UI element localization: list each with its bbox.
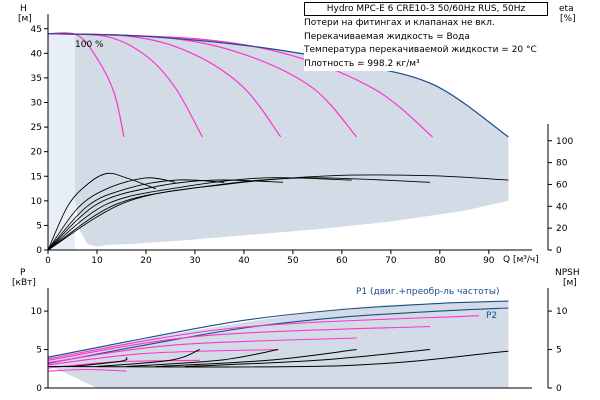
- qh-ticks: 0 5 10 15 20 25 30 35 40 45 0 10 20 30 40 50 60 70 80 90 0 20…: [31, 25, 574, 266]
- note-line: Перекачиваемая жидкость = Вода: [304, 31, 470, 42]
- qh-y-tick-label: 10: [31, 197, 43, 207]
- qh-y2-tick-label: 60: [556, 180, 568, 190]
- power-reduced-curve: [47, 368, 127, 372]
- p1-curve: [47, 300, 509, 358]
- power-reduced-curve: [47, 315, 480, 360]
- qh-envelope-light-area: [48, 33, 75, 251]
- qh-x-tick-label: 0: [45, 256, 51, 266]
- qh-y-tick-label: 40: [31, 49, 43, 59]
- p1-curve-line: [47, 300, 509, 358]
- power-y-label-unit: [кВт]: [12, 278, 36, 288]
- qh-max-curve: [47, 33, 509, 138]
- qh-y2-tick-label: 40: [556, 202, 568, 212]
- power-y2-tick-label: 5: [556, 346, 562, 356]
- qh-x-tick-label: 60: [336, 256, 348, 266]
- qh-reduced-curve: [47, 32, 125, 138]
- power-reduced-curve: [47, 325, 431, 361]
- qh-envelope-light: [48, 33, 75, 251]
- qh-y-label-unit: [м]: [18, 14, 32, 24]
- qh-max-curve-line: [47, 33, 509, 138]
- power-reduced-curve: [47, 337, 357, 364]
- power-y-label-top: P: [20, 268, 26, 278]
- qh-y-label-top: H: [20, 4, 27, 14]
- qh-envelope-area: [74, 33, 509, 247]
- npsh-curve: [155, 349, 357, 367]
- power-y2-tick-label: 0: [556, 384, 562, 394]
- qh-y-tick-label: 0: [36, 246, 42, 256]
- qh-x-tick-label: 70: [385, 256, 397, 266]
- power-y-tick-label: 5: [36, 346, 42, 356]
- qh-x-tick-label: 90: [483, 256, 495, 266]
- qh-x-label: Q [м³/ч]: [503, 255, 539, 265]
- qh-envelope: [74, 33, 509, 247]
- note-line: Температура перекачиваемой жидкости = 20…: [304, 45, 537, 55]
- qh-x-tick-label: 50: [287, 256, 299, 266]
- qh-y2-label-unit: [%]: [560, 14, 576, 24]
- npsh-curve: [47, 350, 509, 368]
- qh-y-tick-label: 15: [31, 172, 42, 182]
- npsh-curve: [96, 349, 200, 367]
- power-reduced-curve: [47, 348, 279, 366]
- power-ticks: 0 5 10 0 5 10: [31, 307, 568, 394]
- qh-y-tick-label: 35: [31, 74, 42, 84]
- qh-efficiency-curve: [47, 172, 156, 251]
- p2-curve: [47, 307, 509, 364]
- qh-x-tick-label: 20: [140, 256, 152, 266]
- conditions-notes: Потери на фитингах и клапанах не вкл. Пе…: [304, 17, 550, 71]
- qh-y-tick-label: 20: [31, 148, 43, 158]
- qh-plot: 0 5 10 15 20 25 30 35 40 45 0 10 20 30 40 50 60 70 80 90 0 20…: [18, 4, 576, 266]
- power-envelope-area: [48, 301, 509, 388]
- qh-y-tick-label: 5: [36, 221, 42, 231]
- power-y-tick-label: 0: [36, 384, 42, 394]
- qh-efficiency-curve: [47, 179, 225, 251]
- power-plot: 0 5 10 0 5 10 P [кВт] NPSH [м] P1 (двиг.+прео…: [12, 268, 580, 394]
- qh-x-tick-label: 30: [189, 256, 201, 266]
- npsh-curve: [126, 349, 279, 367]
- qh-x-tick-label: 40: [238, 256, 250, 266]
- qh-y2-label-top: eta: [559, 4, 574, 14]
- power-y2-tick-label: 10: [556, 307, 568, 317]
- qh-annotation: 100 %: [75, 40, 104, 50]
- qh-y2-tick-label: 20: [556, 224, 568, 234]
- power-y-tick-label: 10: [31, 307, 43, 317]
- power-y2-label-top: NPSH: [555, 268, 580, 278]
- note-line: Плотность = 998.2 кг/м³: [304, 58, 420, 69]
- qh-y-tick-label: 25: [31, 123, 42, 133]
- qh-efficiency-curve: [47, 174, 509, 251]
- p2-series-label: P2: [486, 311, 497, 321]
- qh-y2-tick-label: 0: [556, 246, 562, 256]
- p2-curve-line: [47, 307, 509, 364]
- power-envelope: [48, 301, 509, 388]
- qh-x-tick-label: 80: [434, 256, 446, 266]
- npsh-curves: [47, 349, 509, 368]
- qh-y2-tick-label: 100: [556, 137, 573, 147]
- qh-y2-tick-label: 80: [556, 159, 568, 169]
- qh-x-tick-label: 10: [91, 256, 103, 266]
- note-line: Потери на фитингах и клапанах не вкл.: [304, 18, 495, 28]
- power-y2-label-unit: [м]: [563, 278, 577, 288]
- p1-series-label: P1 (двиг.+преобр-ль частоты): [356, 287, 500, 297]
- npsh-curve: [72, 356, 128, 367]
- qh-efficiency-curve: [47, 177, 176, 251]
- npsh-curve: [185, 349, 431, 367]
- qh-y-tick-label: 45: [31, 25, 42, 35]
- qh-efficiency-curves: [47, 172, 509, 251]
- qh-efficiency-curve: [47, 179, 284, 251]
- qh-y-tick-label: 30: [31, 99, 43, 109]
- power-axes: [47, 288, 549, 389]
- chart-title: Hydro MPC-E 6 CRE10-3 50/60Hz RUS, 50Hz: [304, 2, 548, 16]
